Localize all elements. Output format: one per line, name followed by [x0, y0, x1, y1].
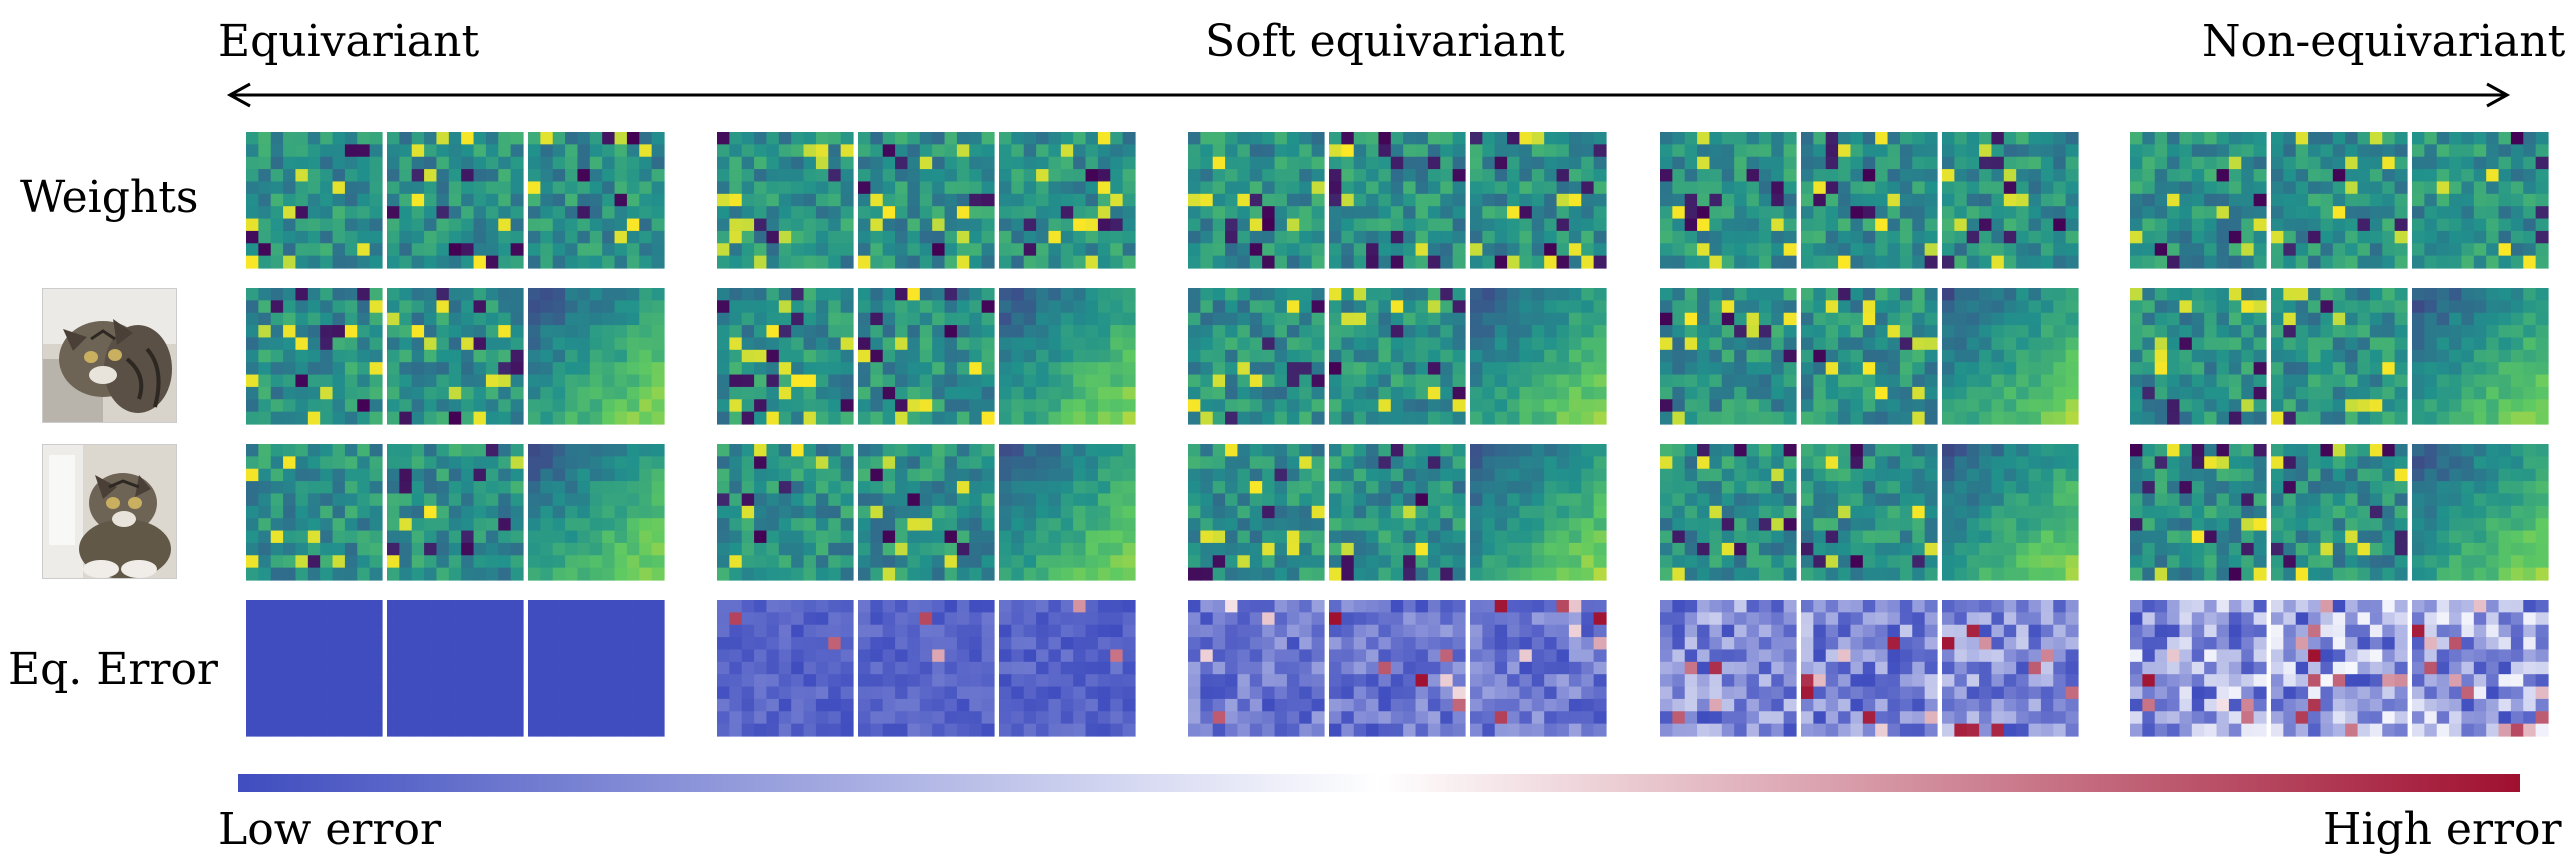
error-map-tile [717, 600, 854, 737]
feature-map-tile [858, 288, 995, 425]
error-map-tile [246, 600, 383, 737]
equivariant-label: Equivariant [218, 16, 480, 67]
error-map-tile [1329, 600, 1466, 737]
feature-map-tile [1470, 132, 1607, 269]
feature-map-tile [1660, 444, 1797, 581]
eq-error-row-label: Eq. Error [8, 644, 218, 695]
feature-map-tile [2130, 444, 2267, 581]
feature-map-tile [1942, 288, 2079, 425]
heatmap-grid [246, 132, 2549, 737]
soft-equivariant-label: Soft equivariant [1205, 16, 1565, 67]
feature-map-tile [1188, 132, 1325, 269]
error-map-tile [2271, 600, 2408, 737]
feature-map-tile [1188, 444, 1325, 581]
feature-map-tile [387, 444, 524, 581]
feature-map-tile [2412, 288, 2549, 425]
right-arrowhead-icon [2486, 82, 2511, 108]
non-equivariant-label: Non-equivariant [2202, 16, 2565, 67]
feature-map-tile [717, 132, 854, 269]
feature-map-tile [246, 132, 383, 269]
feature-map-tile [2412, 444, 2549, 581]
error-map-tile [999, 600, 1136, 737]
feature-map-tile [999, 288, 1136, 425]
feature-map-tile [2130, 132, 2267, 269]
feature-map-tile [999, 132, 1136, 269]
error-map-tile [2412, 600, 2549, 737]
feature-map-tile [1801, 132, 1938, 269]
feature-map-tile [1801, 288, 1938, 425]
left-arrowhead-icon [226, 82, 251, 108]
feature-map-tile [2271, 444, 2408, 581]
feature-map-tile [1329, 288, 1466, 425]
feature-map-tile [528, 288, 665, 425]
feature-map-tile [2412, 132, 2549, 269]
error-map-tile [1470, 600, 1607, 737]
equivariance-axis [226, 82, 2511, 108]
error-map-tile [1942, 600, 2079, 737]
feature-map-tile [528, 444, 665, 581]
feature-map-tile [717, 288, 854, 425]
weights-row-label: Weights [20, 172, 199, 223]
feature-map-tile [1801, 444, 1938, 581]
feature-map-tile [717, 444, 854, 581]
feature-map-tile [1942, 444, 2079, 581]
feature-map-tile [1470, 444, 1607, 581]
error-colorbar [238, 774, 2520, 792]
feature-map-tile [1329, 132, 1466, 269]
feature-map-tile [2271, 132, 2408, 269]
feature-map-tile [858, 132, 995, 269]
feature-map-tile [1660, 288, 1797, 425]
error-map-tile [1660, 600, 1797, 737]
feature-map-tile [1660, 132, 1797, 269]
feature-map-tile [858, 444, 995, 581]
cat-photo-icon [42, 288, 177, 423]
feature-map-tile [387, 288, 524, 425]
feature-map-tile [387, 132, 524, 269]
error-map-tile [2130, 600, 2267, 737]
feature-map-tile [528, 132, 665, 269]
error-map-tile [387, 600, 524, 737]
feature-map-tile [2271, 288, 2408, 425]
error-map-tile [1188, 600, 1325, 737]
feature-map-tile [1329, 444, 1466, 581]
feature-map-tile [999, 444, 1136, 581]
feature-map-tile [1942, 132, 2079, 269]
error-map-tile [528, 600, 665, 737]
feature-map-tile [246, 444, 383, 581]
high-error-label: High error [2323, 804, 2562, 855]
feature-map-tile [1188, 288, 1325, 425]
error-map-tile [1801, 600, 1938, 737]
rotated-cat-photo-icon [42, 444, 177, 579]
error-map-tile [858, 600, 995, 737]
low-error-label: Low error [218, 804, 441, 855]
feature-map-tile [2130, 288, 2267, 425]
feature-map-tile [1470, 288, 1607, 425]
feature-map-tile [246, 288, 383, 425]
